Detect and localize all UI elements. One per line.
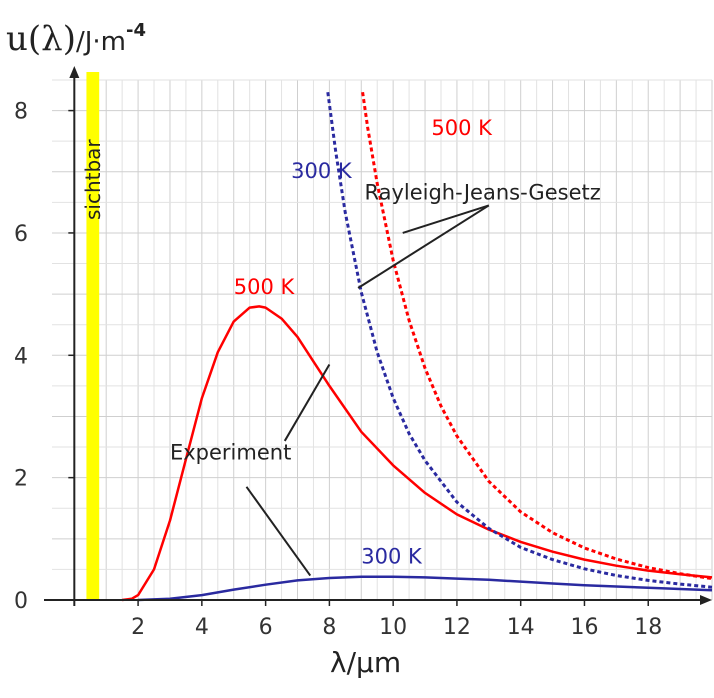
x-tick-label: 18 (634, 615, 662, 640)
y-tick-label: 0 (14, 589, 28, 614)
x-tick-label: 10 (379, 615, 407, 640)
x-tick-label: 12 (443, 615, 471, 640)
x-tick-label: 14 (507, 615, 535, 640)
annotation-pointer (357, 204, 490, 289)
annotation-pointer (402, 204, 490, 234)
x-axis-title: λ/µm (330, 646, 401, 679)
y-axis-symbol: u(λ) (6, 19, 76, 59)
grid (52, 79, 713, 601)
annotation-300-k: 300 K (361, 544, 423, 568)
y-axis-title: u(λ)/J·m-4 (6, 19, 146, 59)
x-tick-label: 8 (322, 615, 336, 640)
visible-band-rect (86, 72, 100, 600)
series-line-rayleigh-jeans-gesetz-500-k (361, 91, 713, 581)
annotation-experiment: Experiment (170, 440, 291, 464)
visible-band-label: sichtbar (81, 139, 105, 220)
annotation-500-k: 500 K (234, 275, 296, 299)
x-tick-label: 4 (195, 615, 209, 640)
series-layer (121, 91, 713, 602)
tick-labels: 2 4 6 8 10 12 14 16 18 0 2 4 6 8 (14, 100, 662, 640)
annotation-500-k: 500 K (431, 116, 493, 140)
annotation-pointer (245, 486, 312, 577)
y-axis-unit: /J·m (76, 27, 126, 57)
annotation-pointers (245, 204, 490, 577)
series-line-experiment-300-k (138, 575, 713, 602)
y-tick-label: 4 (14, 344, 28, 369)
visible-band: sichtbar (81, 72, 105, 600)
y-tick-label: 2 (14, 467, 28, 492)
y-axis-exponent: -4 (126, 20, 146, 41)
x-tick-label: 2 (131, 615, 145, 640)
axes (44, 66, 712, 606)
annotations: 500 K 300 K Rayleigh-Jeans-Gesetz 500 K Expe… (170, 116, 601, 568)
y-tick-label: 8 (14, 100, 28, 125)
x-axis-arrow (700, 595, 712, 605)
annotation-pointer (283, 363, 331, 442)
y-tick-label: 6 (14, 222, 28, 247)
annotation-300-k: 300 K (291, 159, 353, 183)
y-axis-arrow (69, 66, 80, 78)
x-tick-label: 16 (570, 615, 598, 640)
series-line-experiment-500-k (121, 305, 713, 602)
annotation-rayleigh-jeans-gesetz: Rayleigh-Jeans-Gesetz (364, 180, 600, 204)
series-line-rayleigh-jeans-gesetz-300-k (326, 92, 713, 589)
x-tick-label: 6 (259, 615, 273, 640)
